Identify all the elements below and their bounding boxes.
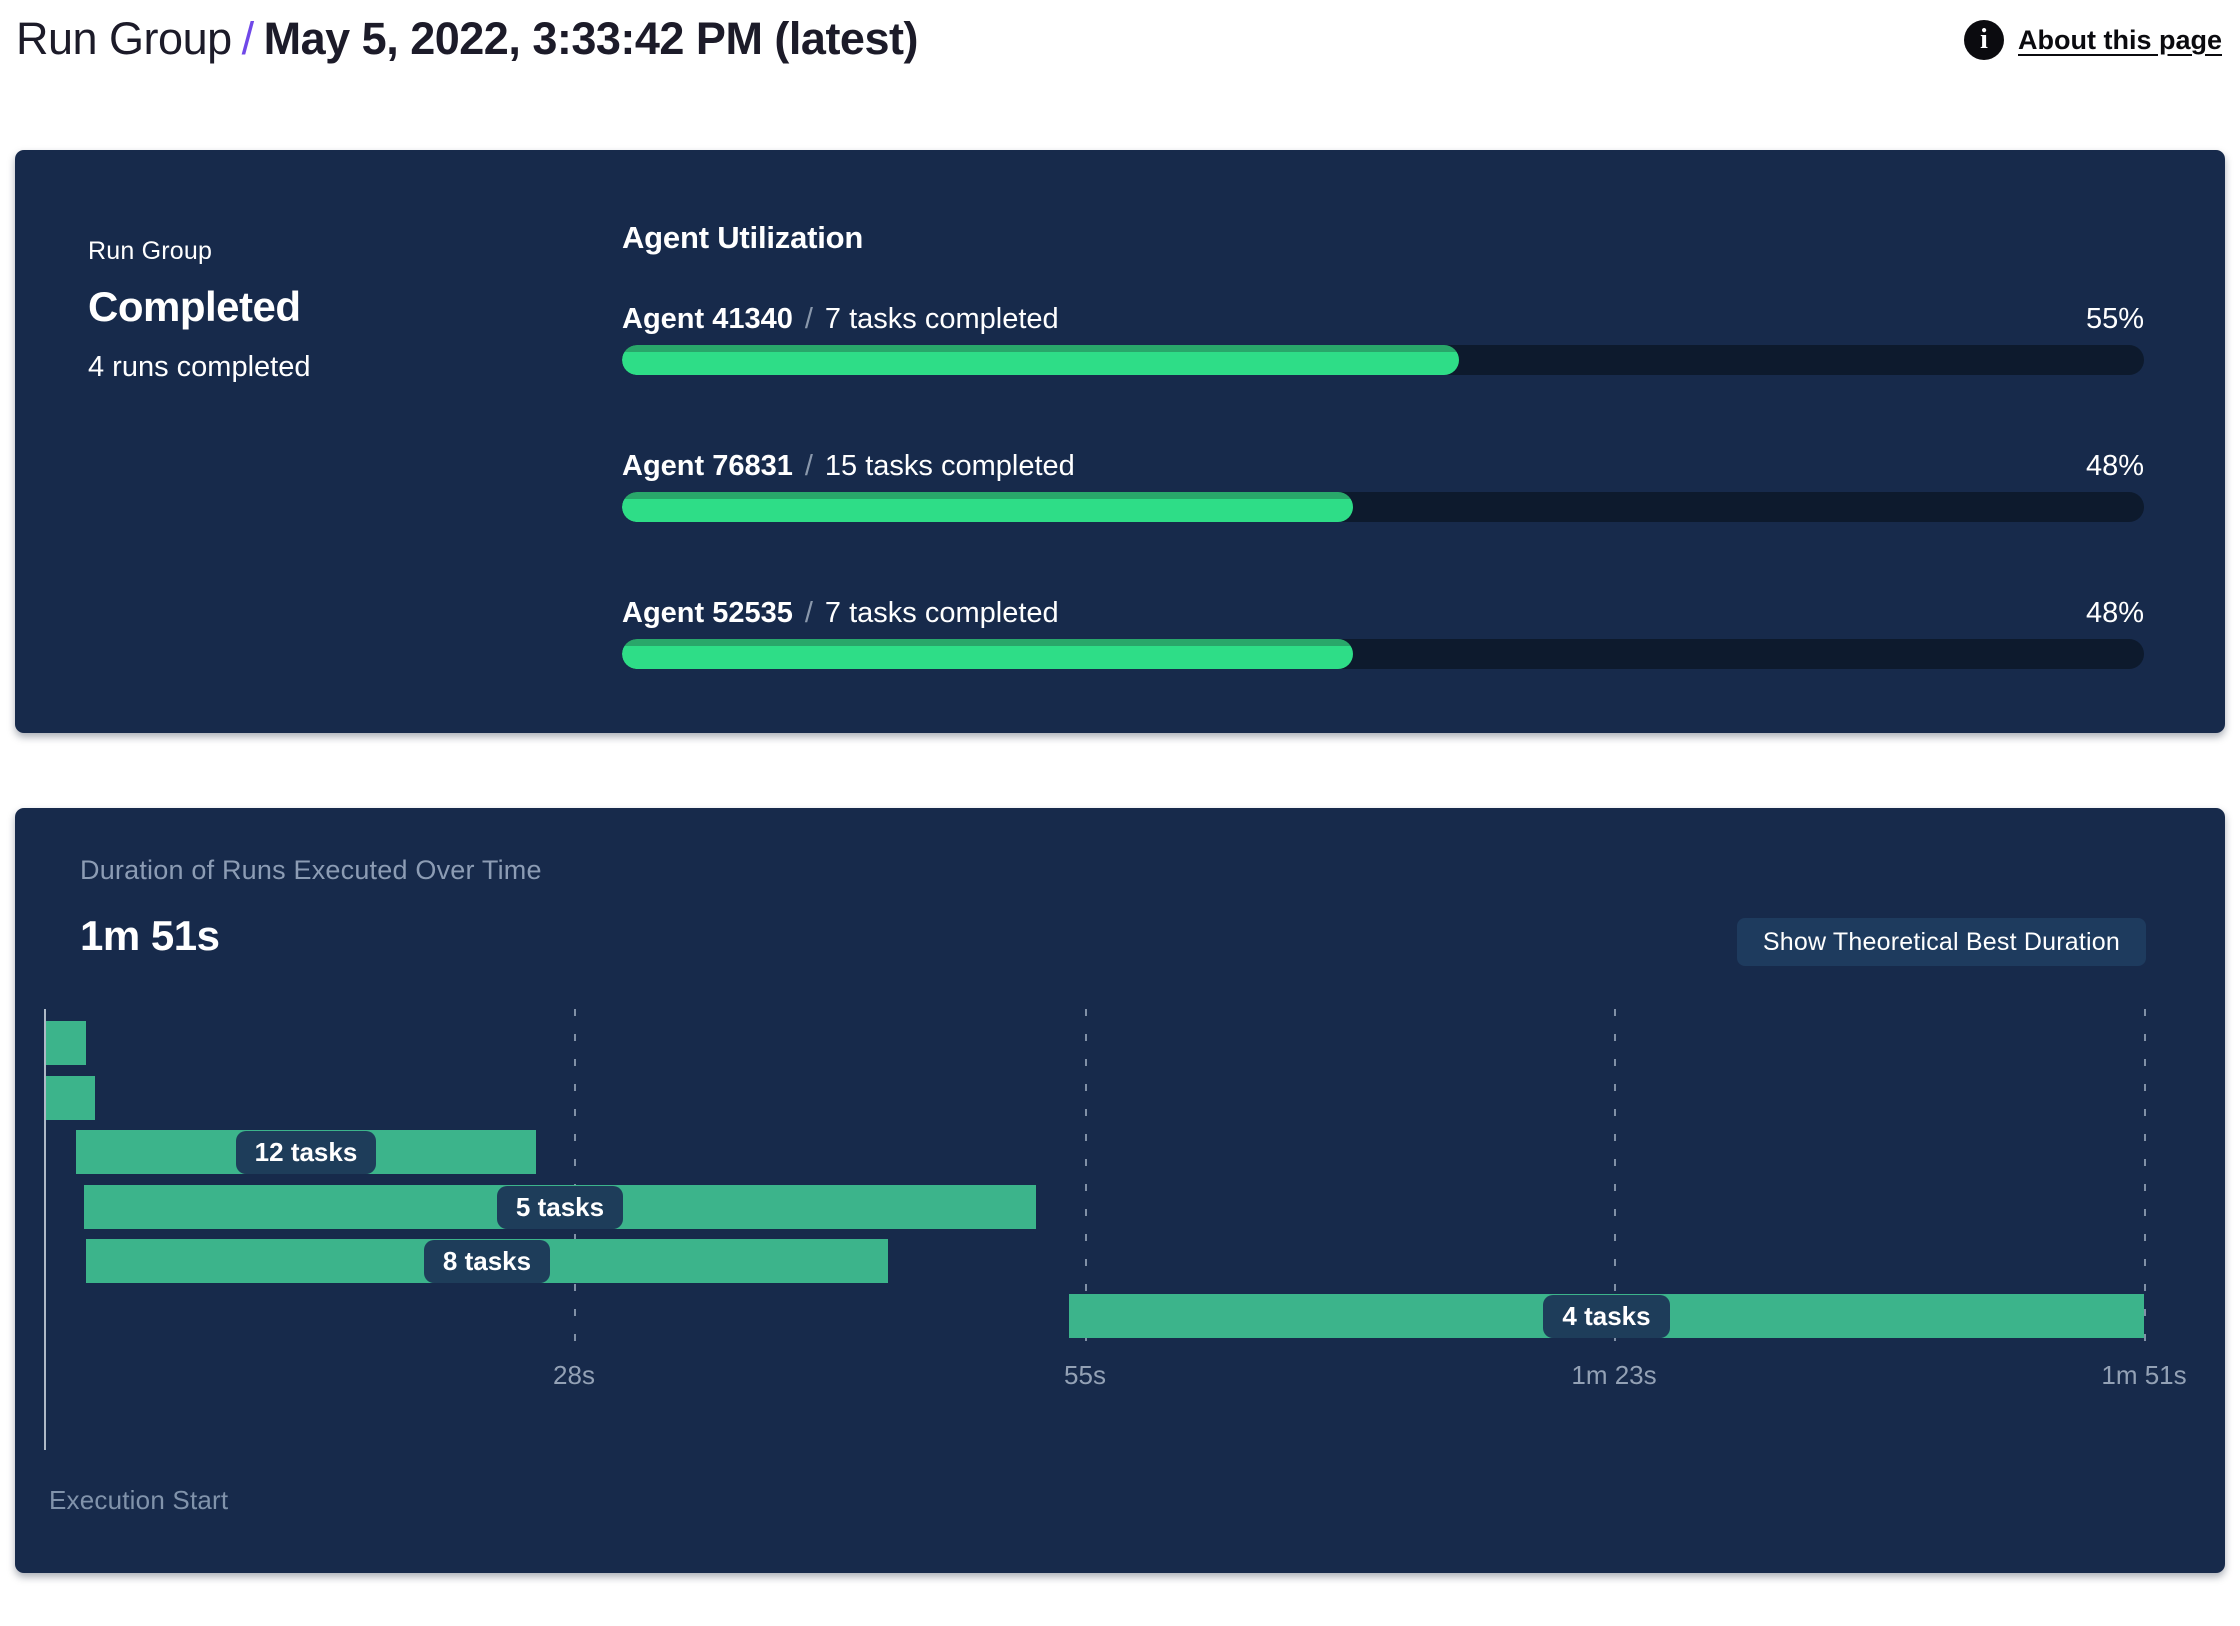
gantt-run-bar[interactable]: 12 tasks (76, 1130, 536, 1174)
about-this-page-link[interactable]: i About this page (1964, 20, 2222, 60)
agent-utilization-progressbar (622, 639, 2144, 669)
agent-utilization-percent: 55% (2085, 303, 2144, 335)
gantt-run-task-count-pill: 4 tasks (1543, 1294, 1670, 1338)
about-link-label[interactable]: About this page (2018, 24, 2222, 55)
gantt-run-bar[interactable]: 4 tasks (1069, 1294, 2144, 1338)
gantt-run-bar[interactable]: 5 tasks (84, 1185, 1036, 1229)
agent-tasks-completed: 7 tasks completed (824, 303, 1059, 335)
gantt-axis-tick-label: 55s (1064, 1360, 1106, 1390)
page-title-date: May 5, 2022, 3:33:42 PM (latest) (263, 13, 919, 64)
gantt-run-task-count-pill: 12 tasks (235, 1130, 377, 1174)
gantt-chart: 28s 55s 1m 23s 1m 51s 12 tasks 5 tasks 8 tasks… (15, 808, 2225, 1573)
run-group-status: Completed (88, 283, 301, 330)
agent-name: Agent 52535 (622, 597, 793, 629)
duration-chart-subtitle: Duration of Runs Executed Over Time (80, 855, 542, 885)
page-title: Run Group / May 5, 2022, 3:33:42 PM (lates… (16, 10, 2222, 68)
agent-label-separator: / (804, 450, 813, 482)
agent-utilization-percent: 48% (2085, 597, 2144, 629)
agent-label-separator: / (804, 597, 813, 629)
run-group-status-block: Run Group Completed 4 runs completed (88, 150, 622, 733)
agent-utilization-rows: Agent 41340 / 7 tasks completed 55% Agent 76… (622, 302, 2144, 669)
agent-utilization-section: Agent Utilization Agent 41340 / 7 tasks co… (622, 150, 2144, 733)
breadcrumb-run-group[interactable]: Run Group (16, 13, 232, 64)
agent-label-line: Agent 52535 / 7 tasks completed 48% (622, 596, 2144, 630)
page-header: Run Group / May 5, 2022, 3:33:42 PM (lates… (0, 0, 2240, 150)
run-group-label: Run Group (88, 237, 213, 265)
agent-utilization-progress-fill (622, 639, 1353, 669)
run-group-summary-panel: Run Group Completed 4 runs completed Age… (15, 150, 2225, 733)
gantt-run-bar[interactable] (46, 1076, 95, 1120)
runs-completed-count: 4 runs completed (88, 351, 311, 383)
agent-utilization-progressbar (622, 492, 2144, 522)
gantt-run-bar[interactable]: 8 tasks (86, 1239, 888, 1283)
agent-tasks-completed: 15 tasks completed (824, 450, 1075, 482)
agent-utilization-row: Agent 76831 / 15 tasks completed 48% (622, 449, 2144, 522)
show-theoretical-best-duration-button[interactable]: Show Theoretical Best Duration (1736, 918, 2146, 966)
agent-utilization-row: Agent 41340 / 7 tasks completed 55% (622, 302, 2144, 375)
gantt-gridline (574, 1009, 576, 1352)
agent-utilization-title: Agent Utilization (622, 220, 864, 255)
total-duration-value: 1m 51s (80, 912, 220, 959)
duration-panel: Duration of Runs Executed Over Time 1m 5… (15, 808, 2225, 1573)
gantt-run-task-count-pill: 8 tasks (423, 1239, 551, 1283)
gantt-axis-tick-label: 1m 23s (1571, 1360, 1657, 1390)
breadcrumb-separator-icon: / (241, 13, 255, 64)
gantt-gridline (1614, 1009, 1616, 1352)
agent-name: Agent 76831 (622, 450, 793, 482)
agent-utilization-percent: 48% (2085, 450, 2144, 482)
gantt-run-task-count-pill: 5 tasks (496, 1185, 624, 1229)
agent-name: Agent 41340 (622, 303, 793, 335)
agent-utilization-progress-fill (622, 492, 1353, 522)
gantt-axis-tick-label: 1m 51s (2101, 1360, 2187, 1390)
agent-utilization-progressbar (622, 345, 2144, 375)
agent-label-separator: / (804, 303, 813, 335)
execution-start-label: Execution Start (49, 1485, 229, 1515)
agent-label-line: Agent 41340 / 7 tasks completed 55% (622, 302, 2144, 336)
agent-utilization-row: Agent 52535 / 7 tasks completed 48% (622, 596, 2144, 669)
info-icon-glyph: i (1980, 24, 1988, 55)
agent-tasks-completed: 7 tasks completed (824, 597, 1059, 629)
agent-label-line: Agent 76831 / 15 tasks completed 48% (622, 449, 2144, 483)
agent-utilization-progress-fill (622, 345, 1460, 375)
gantt-gridline (2144, 1009, 2146, 1352)
execution-start-axis-line (44, 1009, 46, 1450)
gantt-run-bar[interactable] (46, 1021, 86, 1065)
gantt-gridline (1085, 1009, 1087, 1352)
info-icon: i (1964, 20, 2004, 60)
gantt-axis-tick-label: 28s (553, 1360, 595, 1390)
